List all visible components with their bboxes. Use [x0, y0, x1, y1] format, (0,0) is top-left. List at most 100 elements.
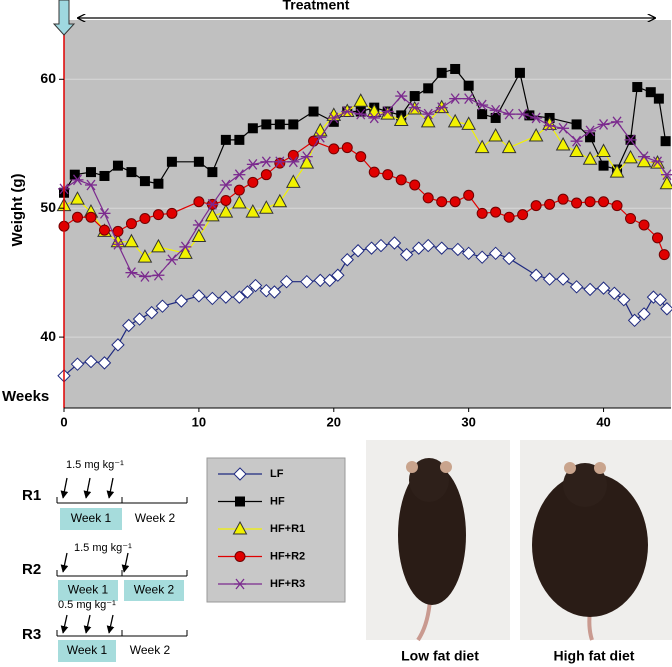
- week-label: Week 1: [68, 583, 109, 597]
- marker-square: [126, 167, 137, 178]
- legend-label: HF+R2: [270, 550, 305, 562]
- asterisk-stroke: [234, 169, 244, 181]
- marker-circle: [382, 169, 394, 181]
- asterisk-stroke: [126, 267, 136, 279]
- asterisk-stroke: [531, 112, 541, 124]
- week-label: Week 2: [130, 643, 171, 657]
- marker-diamond: [387, 236, 402, 250]
- dose-arrow: [60, 477, 69, 499]
- marker-triangle: [124, 233, 139, 248]
- marker-circle: [652, 232, 664, 244]
- marker-square: [450, 63, 461, 74]
- dose-arrow: [106, 477, 115, 499]
- marker-circle: [152, 209, 164, 221]
- marker-triangle: [285, 174, 301, 188]
- marker-square: [355, 106, 366, 117]
- marker-circle: [409, 179, 421, 191]
- x-tick-label: 40: [596, 414, 610, 429]
- marker-asterisk: [165, 254, 178, 266]
- x-tick-label: 30: [461, 414, 475, 429]
- marker-asterisk: [179, 241, 192, 253]
- dose-arrow: [106, 614, 115, 634]
- marker-asterisk: [638, 151, 651, 163]
- marker-asterisk: [543, 120, 556, 132]
- marker-circle: [476, 207, 488, 219]
- asterisk-stroke: [450, 93, 460, 105]
- asterisk-stroke: [275, 156, 285, 168]
- marker-circle: [233, 184, 245, 196]
- marker-diamond: [461, 246, 476, 261]
- marker-circle: [166, 207, 178, 219]
- marker-square: [234, 134, 245, 145]
- marker-asterisk: [111, 238, 124, 250]
- marker-circle: [287, 149, 299, 161]
- asterisk-stroke: [207, 198, 217, 210]
- marker-square: [69, 169, 80, 180]
- marker-square: [193, 156, 204, 167]
- marker-triangle: [528, 127, 544, 142]
- asterisk-stroke: [599, 119, 609, 130]
- marker-asterisk: [300, 151, 313, 163]
- asterisk-stroke: [504, 108, 514, 120]
- marker-diamond: [70, 357, 85, 371]
- marker-diamond: [84, 354, 98, 369]
- asterisk-stroke: [113, 238, 123, 250]
- marker-triangle: [569, 143, 584, 157]
- marker-circle: [598, 196, 610, 208]
- marker-circle: [422, 192, 434, 204]
- marker-diamond: [122, 318, 136, 333]
- marker-asterisk: [422, 108, 435, 120]
- marker-square: [409, 91, 420, 102]
- marker-diamond: [279, 274, 294, 289]
- marker-square: [514, 67, 525, 78]
- asterisk-stroke: [302, 151, 312, 163]
- marker-square: [247, 123, 258, 134]
- marker-square: [585, 132, 596, 143]
- marker-square: [436, 67, 447, 78]
- asterisk-stroke: [288, 156, 298, 168]
- asterisk-stroke: [612, 116, 622, 128]
- asterisk-stroke: [369, 112, 379, 124]
- regimen-label: R2: [22, 561, 41, 578]
- marker-asterisk: [584, 125, 597, 137]
- marker-diamond: [111, 338, 125, 352]
- asterisk-stroke: [653, 156, 663, 168]
- marker-square: [139, 176, 150, 187]
- mouse-ear: [594, 462, 606, 474]
- marker-asterisk: [233, 169, 246, 181]
- marker-asterisk: [660, 169, 672, 181]
- marker-triangle: [205, 207, 220, 222]
- dose-arrow: [60, 614, 69, 634]
- marker-diamond: [583, 282, 597, 297]
- marker-triangle: [420, 113, 436, 128]
- marker-circle: [98, 224, 110, 236]
- marker-circle: [193, 196, 205, 208]
- marker-circle: [584, 196, 596, 208]
- marker-triangle: [623, 149, 638, 164]
- marker-circle: [611, 200, 623, 212]
- asterisk-stroke: [410, 102, 420, 114]
- marker-square: [645, 87, 656, 98]
- marker-square: [207, 167, 218, 178]
- marker-triangle: [596, 143, 611, 157]
- marker-square: [632, 82, 643, 93]
- marker-asterisk: [530, 112, 543, 124]
- asterisk-stroke: [153, 269, 163, 281]
- marker-diamond: [259, 283, 274, 298]
- photo-caption: High fat diet: [554, 648, 635, 664]
- marker-square: [308, 106, 319, 117]
- marker-square: [477, 109, 488, 120]
- y-tick-label: 50: [40, 199, 56, 215]
- marker-triangle: [609, 164, 625, 178]
- marker-asterisk: [234, 578, 246, 590]
- marker-diamond: [340, 253, 354, 267]
- marker-square: [423, 83, 434, 94]
- marker-square: [660, 136, 671, 147]
- marker-triangle: [582, 151, 598, 165]
- marker-asterisk: [341, 106, 354, 117]
- marker-diamond: [267, 285, 282, 299]
- asterisk-stroke: [248, 158, 258, 170]
- marker-circle: [260, 169, 272, 181]
- asterisk-stroke: [235, 578, 245, 590]
